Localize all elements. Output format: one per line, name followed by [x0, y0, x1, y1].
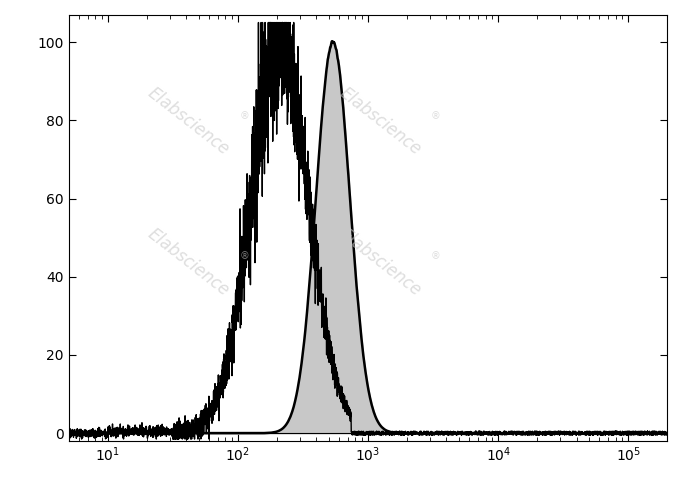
Text: Elabscience: Elabscience: [144, 224, 233, 299]
Text: Elabscience: Elabscience: [336, 84, 424, 159]
Text: Elabscience: Elabscience: [144, 84, 233, 159]
Text: ®: ®: [431, 111, 441, 121]
Text: ®: ®: [239, 251, 249, 261]
Text: ®: ®: [239, 111, 249, 121]
Text: Elabscience: Elabscience: [336, 224, 424, 299]
Text: ®: ®: [431, 251, 441, 261]
